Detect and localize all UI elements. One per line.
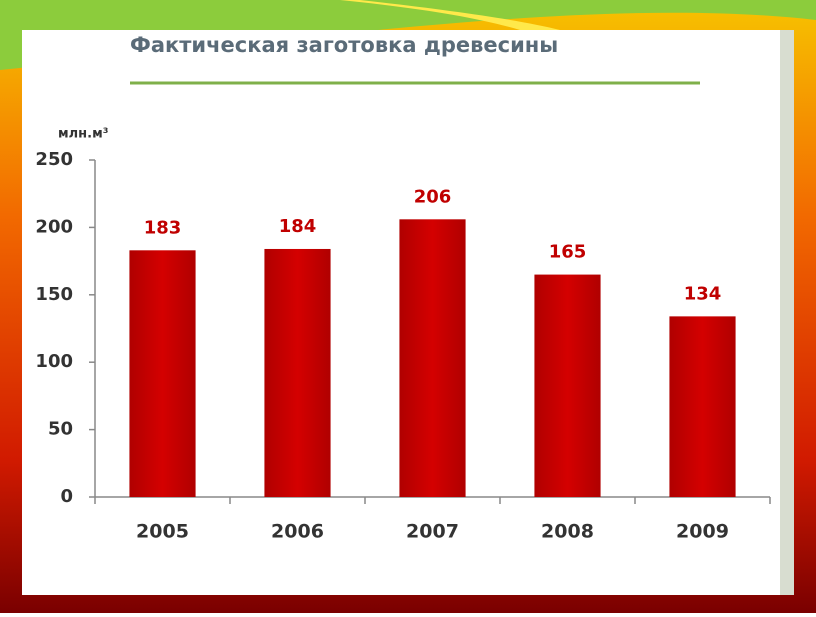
bar (669, 316, 736, 497)
y-tick-label: 250 (35, 149, 73, 170)
bar (264, 248, 331, 497)
x-tick-label: 2005 (136, 521, 189, 543)
yellow-swoosh (340, 0, 560, 30)
value-label: 184 (279, 216, 317, 237)
bar (534, 274, 601, 497)
y-tick-label: 100 (35, 351, 73, 372)
y-tick-label: 50 (48, 419, 73, 440)
chart-title: Фактическая заготовка древесины (130, 33, 558, 57)
bar (399, 219, 466, 497)
x-tick-label: 2006 (271, 521, 324, 543)
value-label: 183 (144, 217, 182, 238)
y-tick-label: 0 (60, 486, 73, 507)
value-label: 134 (684, 283, 722, 304)
x-tick-label: 2009 (676, 521, 729, 543)
green-swoosh (0, 0, 816, 70)
value-label: 165 (549, 242, 587, 263)
x-tick-label: 2007 (406, 521, 459, 543)
y-tick-label: 150 (35, 284, 73, 305)
y-tick-label: 200 (35, 216, 73, 237)
value-label: 206 (414, 186, 452, 207)
panel-edge (780, 30, 794, 595)
y-axis-label: млн.м³ (58, 127, 108, 142)
bar (129, 250, 196, 497)
x-tick-label: 2008 (541, 521, 594, 543)
